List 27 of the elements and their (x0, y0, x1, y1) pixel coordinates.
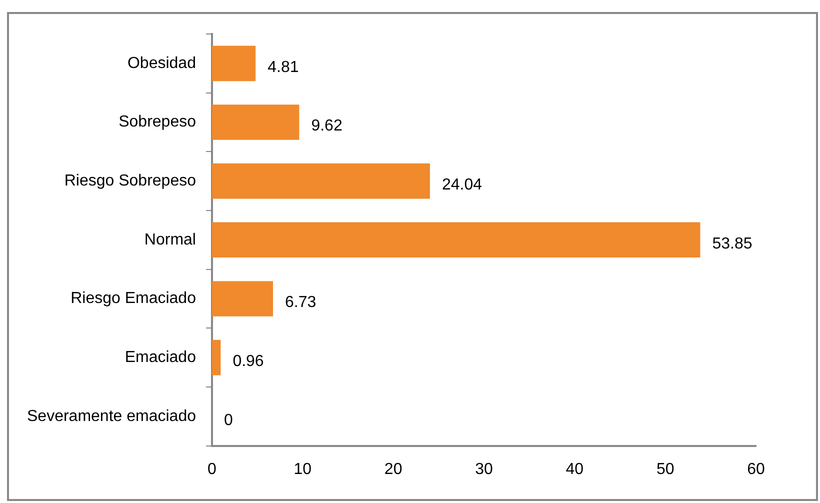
x-tick-label: 40 (566, 460, 584, 478)
bar (212, 222, 700, 258)
y-tick-label: Emaciado (124, 348, 196, 366)
data-label: 4.81 (268, 58, 299, 76)
bar (212, 340, 221, 376)
y-tick-label: Riesgo Emaciado (70, 290, 196, 308)
y-tick-label: Riesgo Sobrepeso (64, 172, 196, 190)
bar (212, 104, 300, 140)
y-tick-label: Sobrepeso (118, 114, 196, 131)
data-label: 0.96 (232, 352, 264, 370)
data-label: 6.73 (285, 294, 316, 312)
bar (212, 46, 256, 82)
y-tick-label: Severamente emaciado (27, 408, 196, 425)
bar (212, 163, 430, 199)
data-label: 24.04 (442, 176, 482, 194)
y-tick-label: Obesidad (127, 54, 196, 72)
x-tick-label: 50 (656, 460, 674, 478)
x-tick-label: 10 (294, 460, 312, 478)
y-tick-label: Normal (144, 231, 196, 248)
data-label: 0 (224, 412, 233, 429)
x-tick-label: 30 (475, 460, 493, 478)
bar (212, 281, 274, 316)
data-label: 9.62 (311, 118, 342, 135)
x-tick-label: 20 (384, 460, 402, 478)
x-tick-label: 60 (747, 460, 765, 478)
data-label: 53.85 (712, 235, 752, 252)
x-tick-label: 0 (208, 460, 217, 478)
